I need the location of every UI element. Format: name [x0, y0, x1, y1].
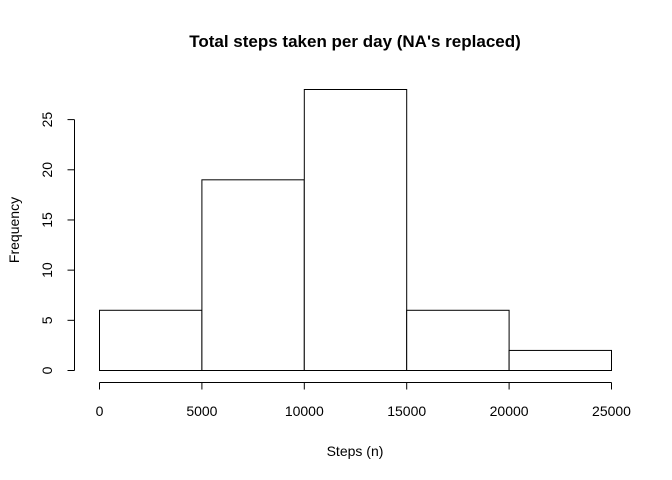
y-axis: 0 5 10 15 20 25: [39, 112, 75, 374]
y-tick-label-3: 15: [39, 212, 55, 228]
x-tick-label-3: 15000: [387, 403, 426, 419]
histogram-bar-1: [201, 179, 305, 371]
chart-title: Total steps taken per day (NA's replaced…: [189, 32, 521, 51]
histogram-bar-4: [508, 349, 613, 371]
x-tick-label-2: 10000: [285, 403, 324, 419]
y-tick-label-5: 25: [39, 112, 55, 128]
x-tick-label-1: 5000: [186, 403, 217, 419]
x-axis-label: Steps (n): [327, 443, 384, 459]
y-tick-label-0: 0: [39, 366, 55, 374]
y-tick-label-2: 10: [39, 262, 55, 278]
x-tick-label-5: 25000: [592, 403, 631, 419]
y-axis-label: Frequency: [6, 197, 22, 263]
histogram-bar-0: [99, 309, 203, 371]
y-tick-label-4: 20: [39, 162, 55, 178]
histogram-bar-3: [406, 309, 510, 371]
bars-group: [99, 89, 613, 371]
x-axis: 0 5000 10000 15000 20000 25000: [96, 382, 631, 419]
x-tick-label-0: 0: [96, 403, 104, 419]
y-tick-label-1: 5: [39, 316, 55, 324]
histogram-bar-2: [303, 89, 408, 371]
x-tick-label-4: 20000: [490, 403, 529, 419]
